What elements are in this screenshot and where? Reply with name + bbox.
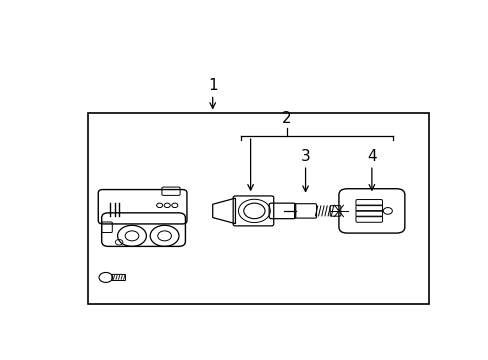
Text: 3: 3 <box>300 149 310 164</box>
Text: 2: 2 <box>281 111 291 126</box>
Text: 4: 4 <box>366 149 376 164</box>
Text: 1: 1 <box>207 78 217 93</box>
Bar <box>87 112 428 304</box>
